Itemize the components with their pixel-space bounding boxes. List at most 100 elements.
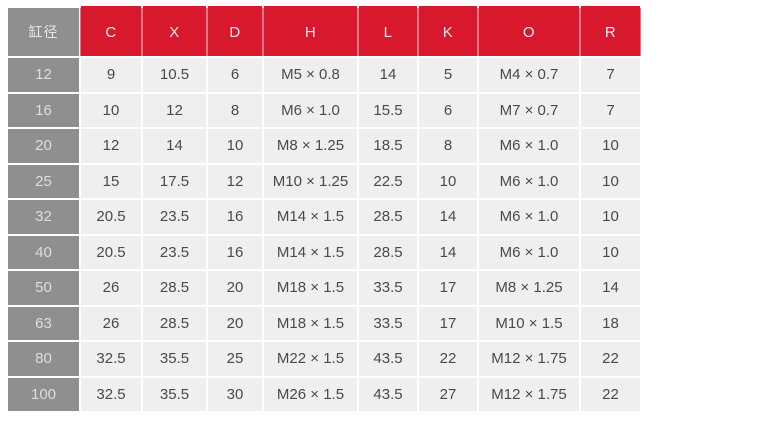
value-cell-k: 8 bbox=[419, 129, 477, 163]
value-cell-o: M6 × 1.0 bbox=[479, 235, 579, 269]
value-cell-c: 32.5 bbox=[81, 377, 141, 411]
value-cell-r: 10 bbox=[581, 129, 640, 163]
value-cell-x: 35.5 bbox=[143, 377, 206, 411]
value-cell-h: M14 × 1.5 bbox=[264, 235, 357, 269]
value-cell-o: M6 × 1.0 bbox=[479, 129, 579, 163]
column-header-x: X bbox=[143, 8, 206, 56]
value-cell-r: 10 bbox=[581, 200, 640, 234]
value-cell-x: 10.5 bbox=[143, 58, 206, 92]
value-cell-c: 12 bbox=[81, 129, 141, 163]
table-row: 80 32.5 35.5 25 M22 × 1.5 43.5 22 M12 × … bbox=[8, 342, 640, 376]
bore-cell: 80 bbox=[8, 342, 79, 376]
value-cell-h: M22 × 1.5 bbox=[264, 342, 357, 376]
table-row: 40 20.5 23.5 16 M14 × 1.5 28.5 14 M6 × 1… bbox=[8, 235, 640, 269]
value-cell-h: M8 × 1.25 bbox=[264, 129, 357, 163]
value-cell-d: 8 bbox=[208, 93, 262, 127]
value-cell-d: 12 bbox=[208, 164, 262, 198]
value-cell-d: 16 bbox=[208, 200, 262, 234]
column-header-k: K bbox=[419, 8, 477, 56]
table-row: 12 9 10.5 6 M5 × 0.8 14 5 M4 × 0.7 7 bbox=[8, 58, 640, 92]
value-cell-o: M12 × 1.75 bbox=[479, 377, 579, 411]
column-header-d: D bbox=[208, 8, 262, 56]
value-cell-d: 30 bbox=[208, 377, 262, 411]
value-cell-r: 18 bbox=[581, 306, 640, 340]
value-cell-c: 26 bbox=[81, 271, 141, 305]
column-header-r: R bbox=[581, 8, 640, 56]
column-header-o: O bbox=[479, 8, 579, 56]
table-row: 16 10 12 8 M6 × 1.0 15.5 6 M7 × 0.7 7 bbox=[8, 93, 640, 127]
column-header-l: L bbox=[359, 8, 417, 56]
value-cell-k: 10 bbox=[419, 164, 477, 198]
value-cell-d: 20 bbox=[208, 306, 262, 340]
table-row: 100 32.5 35.5 30 M26 × 1.5 43.5 27 M12 ×… bbox=[8, 377, 640, 411]
value-cell-k: 14 bbox=[419, 235, 477, 269]
table-row: 50 26 28.5 20 M18 × 1.5 33.5 17 M8 × 1.2… bbox=[8, 271, 640, 305]
value-cell-h: M26 × 1.5 bbox=[264, 377, 357, 411]
value-cell-x: 35.5 bbox=[143, 342, 206, 376]
value-cell-o: M8 × 1.25 bbox=[479, 271, 579, 305]
table-row: 25 15 17.5 12 M10 × 1.25 22.5 10 M6 × 1.… bbox=[8, 164, 640, 198]
table-header: 缸径 C X D H L K O R bbox=[8, 8, 640, 56]
value-cell-l: 33.5 bbox=[359, 271, 417, 305]
column-header-h: H bbox=[264, 8, 357, 56]
value-cell-h: M18 × 1.5 bbox=[264, 271, 357, 305]
value-cell-c: 32.5 bbox=[81, 342, 141, 376]
value-cell-r: 7 bbox=[581, 93, 640, 127]
value-cell-r: 22 bbox=[581, 342, 640, 376]
value-cell-x: 23.5 bbox=[143, 200, 206, 234]
value-cell-d: 10 bbox=[208, 129, 262, 163]
value-cell-c: 10 bbox=[81, 93, 141, 127]
value-cell-c: 9 bbox=[81, 58, 141, 92]
value-cell-o: M6 × 1.0 bbox=[479, 200, 579, 234]
value-cell-r: 14 bbox=[581, 271, 640, 305]
value-cell-d: 25 bbox=[208, 342, 262, 376]
value-cell-k: 5 bbox=[419, 58, 477, 92]
bore-cell: 25 bbox=[8, 164, 79, 198]
value-cell-r: 10 bbox=[581, 235, 640, 269]
value-cell-l: 43.5 bbox=[359, 342, 417, 376]
value-cell-x: 14 bbox=[143, 129, 206, 163]
value-cell-k: 22 bbox=[419, 342, 477, 376]
value-cell-c: 20.5 bbox=[81, 235, 141, 269]
value-cell-l: 28.5 bbox=[359, 235, 417, 269]
cylinder-spec-table: 缸径 C X D H L K O R 12 9 10.5 6 M5 × 0.8 … bbox=[6, 6, 642, 413]
value-cell-x: 12 bbox=[143, 93, 206, 127]
value-cell-x: 28.5 bbox=[143, 306, 206, 340]
value-cell-k: 17 bbox=[419, 306, 477, 340]
value-cell-k: 6 bbox=[419, 93, 477, 127]
bore-cell: 63 bbox=[8, 306, 79, 340]
value-cell-l: 15.5 bbox=[359, 93, 417, 127]
table-row: 32 20.5 23.5 16 M14 × 1.5 28.5 14 M6 × 1… bbox=[8, 200, 640, 234]
bore-cell: 12 bbox=[8, 58, 79, 92]
value-cell-l: 33.5 bbox=[359, 306, 417, 340]
value-cell-k: 17 bbox=[419, 271, 477, 305]
value-cell-l: 18.5 bbox=[359, 129, 417, 163]
value-cell-h: M18 × 1.5 bbox=[264, 306, 357, 340]
table-body: 12 9 10.5 6 M5 × 0.8 14 5 M4 × 0.7 7 16 … bbox=[8, 58, 640, 411]
value-cell-k: 27 bbox=[419, 377, 477, 411]
value-cell-l: 28.5 bbox=[359, 200, 417, 234]
table-row: 20 12 14 10 M8 × 1.25 18.5 8 M6 × 1.0 10 bbox=[8, 129, 640, 163]
value-cell-x: 17.5 bbox=[143, 164, 206, 198]
value-cell-d: 16 bbox=[208, 235, 262, 269]
value-cell-h: M14 × 1.5 bbox=[264, 200, 357, 234]
value-cell-o: M6 × 1.0 bbox=[479, 164, 579, 198]
value-cell-l: 14 bbox=[359, 58, 417, 92]
value-cell-x: 23.5 bbox=[143, 235, 206, 269]
column-header-c: C bbox=[81, 8, 141, 56]
value-cell-c: 15 bbox=[81, 164, 141, 198]
value-cell-h: M10 × 1.25 bbox=[264, 164, 357, 198]
value-cell-l: 22.5 bbox=[359, 164, 417, 198]
value-cell-o: M4 × 0.7 bbox=[479, 58, 579, 92]
value-cell-d: 6 bbox=[208, 58, 262, 92]
value-cell-r: 10 bbox=[581, 164, 640, 198]
bore-cell: 100 bbox=[8, 377, 79, 411]
value-cell-k: 14 bbox=[419, 200, 477, 234]
bore-cell: 16 bbox=[8, 93, 79, 127]
value-cell-h: M5 × 0.8 bbox=[264, 58, 357, 92]
bore-cell: 50 bbox=[8, 271, 79, 305]
header-row: 缸径 C X D H L K O R bbox=[8, 8, 640, 56]
value-cell-o: M12 × 1.75 bbox=[479, 342, 579, 376]
value-cell-c: 20.5 bbox=[81, 200, 141, 234]
